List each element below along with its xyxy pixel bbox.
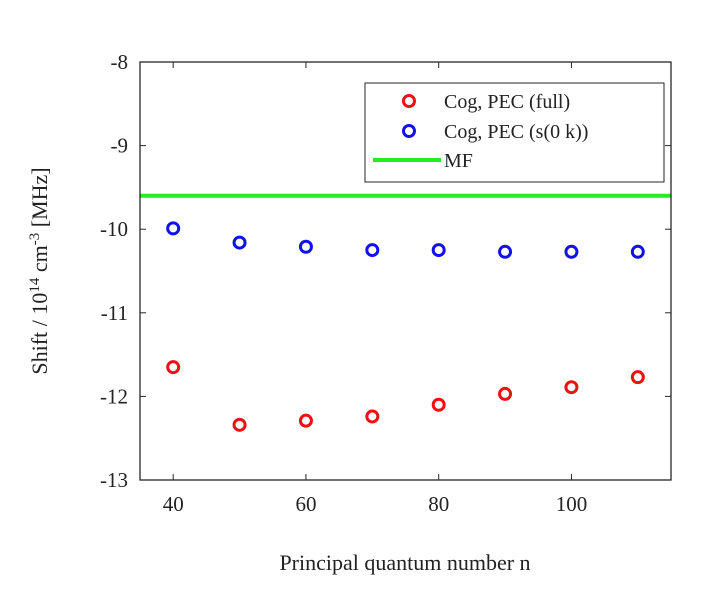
y-tick-label: -9	[111, 134, 129, 158]
y-tick-label: -10	[100, 217, 128, 241]
data-point-series-1	[166, 221, 181, 236]
data-point-series-1	[564, 244, 579, 259]
x-tick-label: 40	[163, 492, 184, 516]
x-tick-label: 80	[428, 492, 449, 516]
y-tick-label: -12	[100, 384, 128, 408]
data-point-series-0	[298, 413, 313, 428]
data-point-series-0	[431, 397, 446, 412]
data-point-series-1	[498, 244, 513, 259]
legend: Cog, PEC (full) Cog, PEC (s(0 k)) MF	[364, 82, 665, 183]
legend-label-mf: MF	[444, 150, 473, 172]
data-point-series-0	[630, 370, 645, 385]
data-point-series-0	[564, 380, 579, 395]
data-point-series-1	[232, 235, 247, 250]
data-point-series-1	[431, 243, 446, 258]
x-axis-ticks: 40 60 80 100	[163, 62, 588, 516]
legend-label-s0k: Cog, PEC (s(0 k))	[444, 121, 588, 143]
data-point-series-0	[498, 386, 513, 401]
y-axis-ticks: -8 -9 -10 -11 -12 -13	[100, 50, 671, 492]
plot-frame	[139, 61, 672, 481]
y-axis-label: Shift / 1014 cm-3 [MHz]	[27, 167, 52, 374]
data-point-series-1	[298, 239, 313, 254]
legend-label-full: Cog, PEC (full)	[444, 91, 570, 113]
data-point-series-0	[232, 417, 247, 432]
x-tick-label: 60	[295, 492, 316, 516]
x-axis-label: Principal quantum number n	[279, 550, 530, 575]
y-tick-label: -8	[111, 50, 129, 74]
plot-area	[140, 193, 671, 432]
legend-marker-full	[402, 94, 416, 108]
data-point-series-0	[365, 409, 380, 424]
data-point-series-1	[630, 244, 645, 259]
x-tick-label: 100	[556, 492, 588, 516]
legend-marker-s0k	[402, 124, 416, 138]
data-point-series-1	[365, 243, 380, 258]
data-point-series-0	[166, 360, 181, 375]
y-tick-label: -13	[100, 468, 128, 492]
y-tick-label: -11	[101, 301, 128, 325]
